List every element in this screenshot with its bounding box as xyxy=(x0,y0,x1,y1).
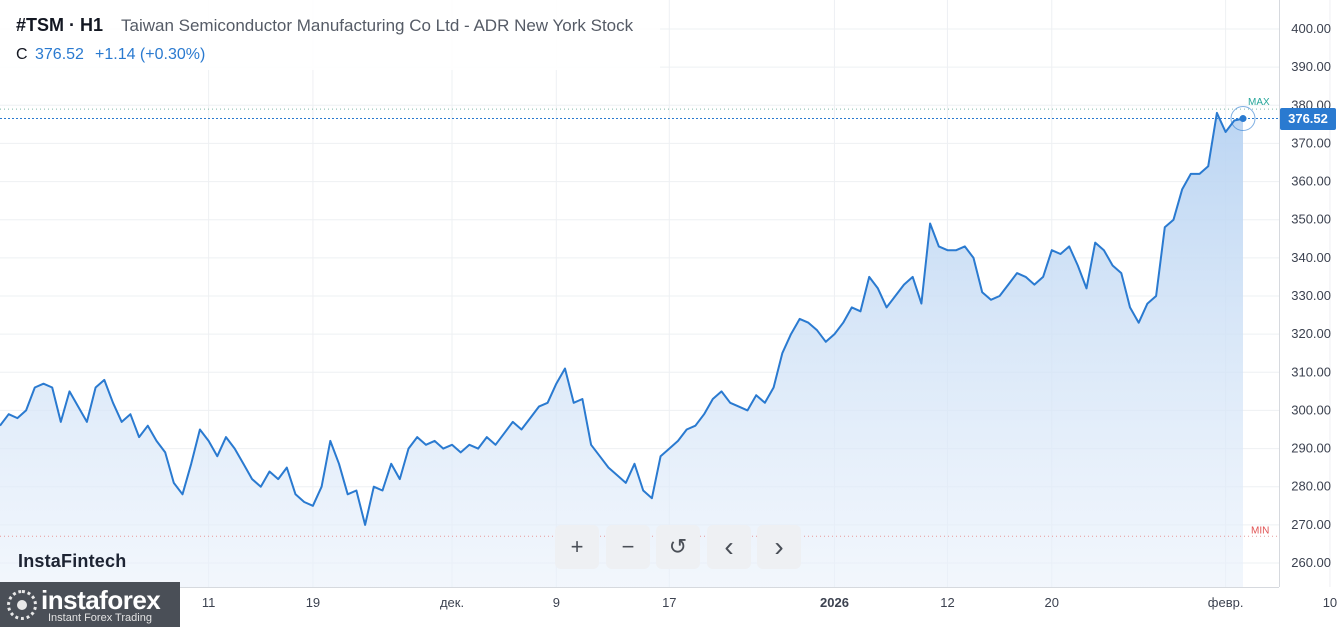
scroll-right-button[interactable]: › xyxy=(757,525,801,569)
change-value: +1.14 (+0.30%) xyxy=(95,46,206,63)
price-tick-label: 330.00 xyxy=(1291,288,1331,303)
time-tick-label: 20 xyxy=(1045,595,1059,610)
time-tick-label: 12 xyxy=(940,595,954,610)
price-tick-label: 400.00 xyxy=(1291,21,1331,36)
zoom-in-button[interactable]: + xyxy=(555,525,599,569)
price-tick-label: 360.00 xyxy=(1291,174,1331,189)
price-area xyxy=(0,112,1243,588)
price-tick-label: 290.00 xyxy=(1291,441,1331,456)
instaforex-logo[interactable]: instaforex Instant Forex Trading xyxy=(0,582,180,627)
symbol-label: #TSM · H1 xyxy=(16,15,104,35)
brand-watermark: InstaFintech xyxy=(18,551,127,571)
close-label: C xyxy=(16,46,28,63)
time-tick-label: дек. xyxy=(440,595,464,610)
last-point-ring xyxy=(1230,106,1256,132)
price-tick-label: 390.00 xyxy=(1291,59,1331,74)
time-tick-label: февр. xyxy=(1208,595,1244,610)
time-tick-label: 19 xyxy=(306,595,320,610)
price-tick-label: 370.00 xyxy=(1291,135,1331,150)
minus-icon: − xyxy=(621,534,635,559)
plus-icon: + xyxy=(570,534,584,559)
price-tick-label: 270.00 xyxy=(1291,517,1331,532)
reset-button[interactable]: ↺ xyxy=(656,525,700,569)
price-tick-label: 300.00 xyxy=(1291,402,1331,417)
price-tick-label: 340.00 xyxy=(1291,250,1331,265)
price-tick-label: 310.00 xyxy=(1291,364,1331,379)
price-tick-label: 350.00 xyxy=(1291,212,1331,227)
scroll-left-button[interactable]: ‹ xyxy=(707,525,751,569)
time-tick-label: 11 xyxy=(202,595,216,610)
reset-icon: ↺ xyxy=(668,534,688,559)
logo-tagline: Instant Forex Trading xyxy=(48,612,152,624)
price-line xyxy=(0,111,1244,526)
close-value: 376.52 xyxy=(35,46,84,63)
price-tick-label: 260.00 xyxy=(1291,555,1331,570)
time-tick-label: 9 xyxy=(553,595,560,610)
time-tick-label: 17 xyxy=(662,595,676,610)
zoom-out-button[interactable]: − xyxy=(606,525,650,569)
logo-text: instaforex xyxy=(41,585,161,615)
price-tick-label: 320.00 xyxy=(1291,326,1331,341)
instrument-name: Taiwan Semiconductor Manufacturing Co Lt… xyxy=(121,16,634,35)
chevron-right-icon: › xyxy=(774,531,784,562)
last-price-tag: 376.52 xyxy=(1280,107,1336,130)
chart-header: #TSM · H1 Taiwan Semiconductor Manufactu… xyxy=(0,0,660,70)
price-tick-label: 280.00 xyxy=(1291,479,1331,494)
max-label: MAX xyxy=(1248,97,1270,108)
time-axis: 11 19 дек. 9 17 2026 12 20 февр. 10 xyxy=(202,595,1337,610)
chevron-left-icon: ‹ xyxy=(724,531,734,562)
time-tick-label: 2026 xyxy=(820,595,849,610)
price-axis: 260.00 270.00 280.00 290.00 300.00 310.00 320.… xyxy=(1291,21,1331,570)
min-label: MIN xyxy=(1251,525,1269,536)
last-point xyxy=(1239,115,1247,123)
logo-icon xyxy=(7,590,37,620)
time-tick-label: 10 xyxy=(1323,595,1337,610)
